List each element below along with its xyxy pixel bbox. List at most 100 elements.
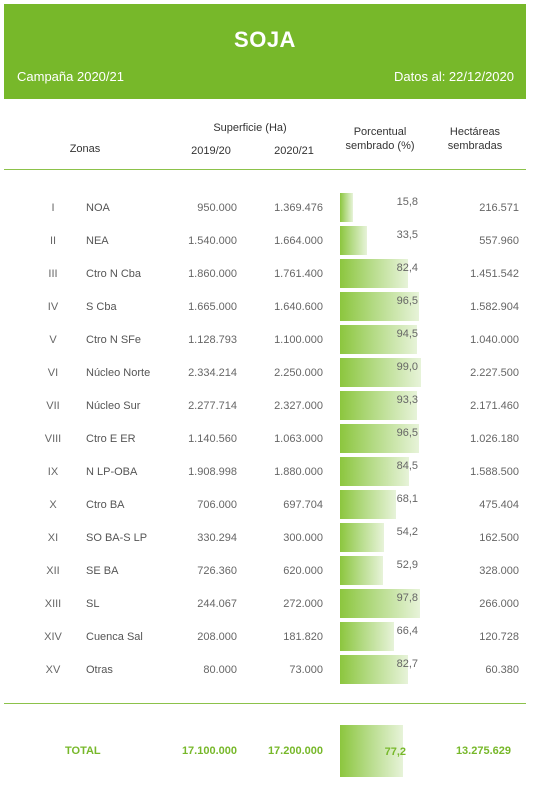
superficie-2019-20: 2.334.214 — [188, 367, 237, 379]
column-header-porcentual: Porcentual sembrado (%) — [335, 125, 425, 153]
total-hectareas: 13.275.629 — [455, 745, 511, 757]
percent-value: 54,2 — [396, 526, 418, 538]
percent-value: 82,7 — [396, 658, 418, 670]
superficie-2020-21: 697.704 — [283, 499, 323, 511]
percent-cell: 66,4 — [340, 622, 422, 651]
total-prev: 17.100.000 — [181, 745, 237, 757]
percent-bar — [340, 226, 367, 255]
table-row: XIV Cuenca Sal 208.000 181.820 66,4 120.728 — [0, 621, 547, 654]
zone-number: II — [49, 235, 57, 247]
superficie-2019-20: 1.860.000 — [188, 268, 237, 280]
superficie-2019-20: 706.000 — [197, 499, 237, 511]
table-row: III Ctro N Cba 1.860.000 1.761.400 82,4 1.451… — [0, 258, 547, 291]
superficie-2020-21: 1.761.400 — [274, 268, 323, 280]
superficie-2020-21: 620.000 — [283, 565, 323, 577]
hectareas-sembradas: 557.960 — [479, 235, 519, 247]
table-row: VII Núcleo Sur 2.277.714 2.327.000 93,3 2.171… — [0, 390, 547, 423]
percent-cell: 94,5 — [340, 325, 422, 354]
hectareas-sembradas: 216.571 — [479, 202, 519, 214]
table-row: X Ctro BA 706.000 697.704 68,1 475.404 — [0, 489, 547, 522]
campaign-label: Campaña 2020/21 — [17, 69, 124, 84]
hectareas-sembradas: 1.582.904 — [470, 301, 519, 313]
column-header-hectareas-line1: Hectáreas — [449, 126, 501, 138]
zone-name: SO BA-S LP — [86, 532, 148, 544]
zone-number: XI — [47, 532, 59, 544]
zone-name: Núcleo Sur — [86, 400, 141, 412]
table-row: II NEA 1.540.000 1.664.000 33,5 557.960 — [0, 225, 547, 258]
superficie-2020-21: 300.000 — [283, 532, 323, 544]
superficie-2019-20: 1.128.793 — [188, 334, 237, 346]
superficie-2020-21: 2.327.000 — [274, 400, 323, 412]
total-curr: 17.200.000 — [267, 745, 323, 757]
percent-cell: 54,2 — [340, 523, 422, 552]
percent-value: 68,1 — [396, 493, 418, 505]
superficie-2019-20: 330.294 — [197, 532, 237, 544]
superficie-2020-21: 1.369.476 — [274, 202, 323, 214]
percent-value: 96,5 — [396, 427, 418, 439]
zone-name: Núcleo Norte — [86, 367, 151, 379]
percent-cell: 82,7 — [340, 655, 422, 684]
superficie-2020-21: 1.100.000 — [274, 334, 323, 346]
superficie-2020-21: 1.063.000 — [274, 433, 323, 445]
percent-cell: 15,8 — [340, 193, 422, 222]
percent-bar — [340, 358, 421, 387]
superficie-2019-20: 2.277.714 — [188, 400, 237, 412]
column-header-curr-season: 2020/21 — [274, 145, 314, 157]
percent-bar — [340, 589, 420, 618]
table-row: VIII Ctro E ER 1.140.560 1.063.000 96,5 1.026… — [0, 423, 547, 456]
hectareas-sembradas: 60.380 — [485, 664, 519, 676]
zone-number: XIV — [44, 631, 62, 643]
table-row: XI SO BA-S LP 330.294 300.000 54,2 162.500 — [0, 522, 547, 555]
zone-name: Otras — [86, 664, 113, 676]
zone-name: NOA — [86, 202, 110, 214]
zone-number: IV — [47, 301, 59, 313]
percent-bar — [340, 523, 384, 552]
zone-number: XIII — [44, 598, 62, 610]
zone-name: Ctro N Cba — [86, 268, 142, 280]
header-banner: SOJA Campaña 2020/21 Datos al: 22/12/202… — [4, 4, 526, 99]
superficie-2019-20: 244.067 — [197, 598, 237, 610]
column-header-porcentual-line2: sembrado (%) — [345, 140, 415, 152]
superficie-2019-20: 80.000 — [203, 664, 237, 676]
percent-cell: 84,5 — [340, 457, 422, 486]
zone-name: NEA — [86, 235, 109, 247]
zone-number: VI — [47, 367, 59, 379]
column-header-hectareas-line2: sembradas — [447, 140, 503, 152]
zone-number: I — [51, 202, 55, 214]
zone-name: SL — [86, 598, 100, 610]
total-percent-cell: 77,2 — [340, 725, 410, 777]
hectareas-sembradas: 1.588.500 — [470, 466, 519, 478]
percent-bar — [340, 391, 417, 420]
superficie-2020-21: 272.000 — [283, 598, 323, 610]
percent-bar — [340, 424, 419, 453]
table-row: XV Otras 80.000 73.000 82,7 60.380 — [0, 654, 547, 687]
table-row: V Ctro N SFe 1.128.793 1.100.000 94,5 1.040.0… — [0, 324, 547, 357]
table-row: I NOA 950.000 1.369.476 15,8 216.571 — [0, 192, 547, 225]
zone-number: III — [48, 268, 58, 280]
column-header-zonas: Zonas — [69, 143, 101, 155]
total-percent-bar — [340, 725, 403, 777]
percent-cell: 52,9 — [340, 556, 422, 585]
percent-cell: 82,4 — [340, 259, 422, 288]
hectareas-sembradas: 328.000 — [479, 565, 519, 577]
zone-name: Cuenca Sal — [86, 631, 143, 643]
column-header-porcentual-line1: Porcentual — [353, 126, 407, 138]
superficie-2019-20: 1.908.998 — [188, 466, 237, 478]
zone-number: XII — [46, 565, 60, 577]
percent-value: 15,8 — [396, 196, 418, 208]
hectareas-sembradas: 2.171.460 — [470, 400, 519, 412]
percent-cell: 99,0 — [340, 358, 422, 387]
percent-cell: 96,5 — [340, 424, 422, 453]
superficie-2019-20: 1.140.560 — [188, 433, 237, 445]
table-row: IV S Cba 1.665.000 1.640.600 96,5 1.582.904 — [0, 291, 547, 324]
hectareas-sembradas: 266.000 — [479, 598, 519, 610]
percent-bar — [340, 622, 394, 651]
hectareas-sembradas: 1.451.542 — [470, 268, 519, 280]
table-row: XIII SL 244.067 272.000 97,8 266.000 — [0, 588, 547, 621]
percent-bar — [340, 490, 396, 519]
column-header-prev-season: 2019/20 — [191, 145, 231, 157]
percent-value: 94,5 — [396, 328, 418, 340]
superficie-2019-20: 208.000 — [197, 631, 237, 643]
zone-number: X — [49, 499, 57, 511]
percent-value: 33,5 — [396, 229, 418, 241]
